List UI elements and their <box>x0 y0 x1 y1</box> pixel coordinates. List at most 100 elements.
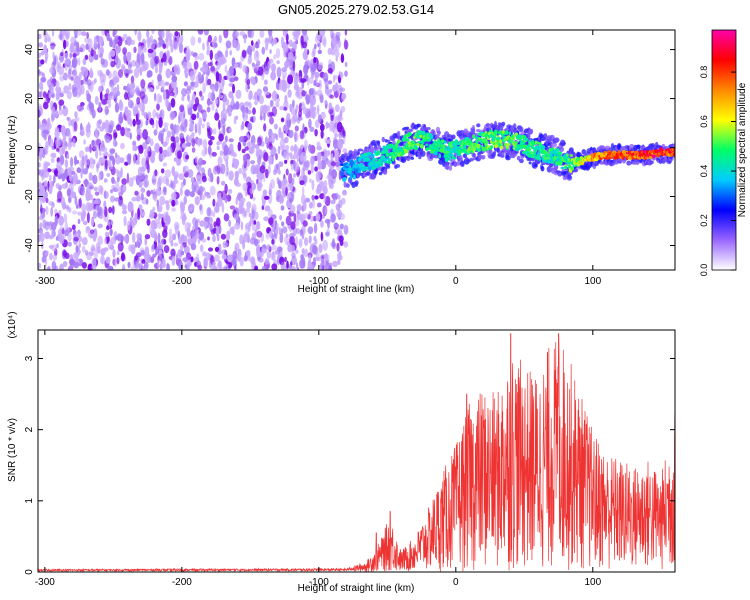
noise-speck <box>182 142 187 149</box>
noise-speck <box>103 178 108 183</box>
signal-point <box>433 151 438 156</box>
noise-speck <box>151 79 154 86</box>
noise-speck <box>293 213 297 223</box>
noise-speck <box>120 167 123 178</box>
noise-speck <box>146 30 150 38</box>
noise-speck <box>335 104 340 113</box>
noise-speck <box>38 103 42 109</box>
signal-point <box>514 141 519 144</box>
noise-speck <box>214 246 220 253</box>
noise-speck <box>115 124 122 131</box>
noise-speck <box>127 201 134 213</box>
noise-speck <box>72 53 77 58</box>
noise-speck <box>242 111 245 119</box>
noise-speck <box>224 196 228 204</box>
noise-speck <box>292 99 295 109</box>
noise-speck <box>189 203 195 211</box>
noise-speck <box>38 42 44 48</box>
noise-speck <box>58 92 64 98</box>
noise-speck <box>195 180 199 187</box>
noise-speck <box>132 145 138 152</box>
signal-halo <box>516 155 521 161</box>
signal-halo <box>356 150 360 156</box>
noise-speck <box>179 113 184 122</box>
noise-speck <box>94 191 100 196</box>
noise-speck <box>177 249 182 261</box>
noise-speck <box>118 185 124 197</box>
signal-halo <box>374 146 379 152</box>
noise-speck <box>105 69 110 76</box>
noise-speck <box>310 108 317 119</box>
noise-speck <box>251 225 258 232</box>
noise-speck <box>316 89 323 97</box>
noise-speck <box>190 51 194 56</box>
signal-point <box>476 143 481 149</box>
noise-speck <box>82 58 87 66</box>
signal-point <box>531 142 536 146</box>
noise-speck <box>82 168 89 175</box>
noise-speck <box>341 93 347 100</box>
noise-speck <box>297 30 301 35</box>
noise-speck <box>212 261 216 266</box>
noise-speck <box>261 265 267 270</box>
noise-speck <box>152 50 157 56</box>
y-tick-label: -40 <box>24 238 35 253</box>
noise-speck <box>247 45 253 55</box>
noise-speck <box>174 173 179 179</box>
noise-speck <box>82 69 85 78</box>
noise-speck <box>59 235 65 245</box>
noise-speck <box>279 79 283 85</box>
noise-speck <box>321 35 327 46</box>
noise-speck <box>233 213 239 220</box>
noise-speck <box>183 235 188 245</box>
signal-point <box>454 139 458 144</box>
signal-halo <box>649 160 654 165</box>
noise-speck <box>141 157 147 168</box>
noise-speck <box>281 67 287 72</box>
noise-speck <box>271 263 278 270</box>
noise-speck <box>343 224 349 235</box>
noise-speck <box>40 204 43 214</box>
noise-speck <box>121 178 127 186</box>
noise-speck <box>140 265 144 270</box>
noise-speck <box>232 103 239 110</box>
noise-speck <box>201 238 207 243</box>
noise-speck <box>59 75 65 82</box>
y-tick-label: 0 <box>24 144 35 150</box>
noise-speck <box>130 60 137 67</box>
noise-speck <box>231 94 234 106</box>
noise-speck <box>203 30 209 36</box>
noise-speck <box>282 30 287 37</box>
noise-speck <box>193 60 199 70</box>
noise-speck <box>81 245 86 253</box>
noise-speck <box>169 91 175 97</box>
noise-speck <box>340 56 345 62</box>
noise-speck <box>116 176 120 183</box>
noise-speck <box>74 195 78 206</box>
noise-speck <box>314 129 318 137</box>
noise-speck <box>312 47 316 56</box>
noise-speck <box>334 228 340 234</box>
signal-point <box>472 134 476 139</box>
signal-halo <box>480 155 486 160</box>
noise-speck <box>197 264 203 270</box>
noise-speck <box>182 61 188 70</box>
noise-speck <box>290 265 296 270</box>
noise-speck <box>142 129 149 140</box>
noise-speck <box>125 36 132 46</box>
noise-speck <box>115 57 121 69</box>
noise-speck <box>153 195 158 202</box>
noise-speck <box>232 152 237 158</box>
noise-speck <box>218 260 222 268</box>
noise-speck <box>286 260 289 269</box>
noise-speck <box>300 103 306 111</box>
noise-speck <box>117 36 123 47</box>
signal-halo <box>392 160 396 165</box>
noise-speck <box>309 178 312 184</box>
noise-speck <box>310 215 314 222</box>
noise-speck <box>275 101 280 108</box>
noise-speck <box>317 162 321 170</box>
noise-speck <box>66 188 72 197</box>
colorbar-tick-label: 0.8 <box>699 66 709 79</box>
noise-speck <box>38 162 41 168</box>
